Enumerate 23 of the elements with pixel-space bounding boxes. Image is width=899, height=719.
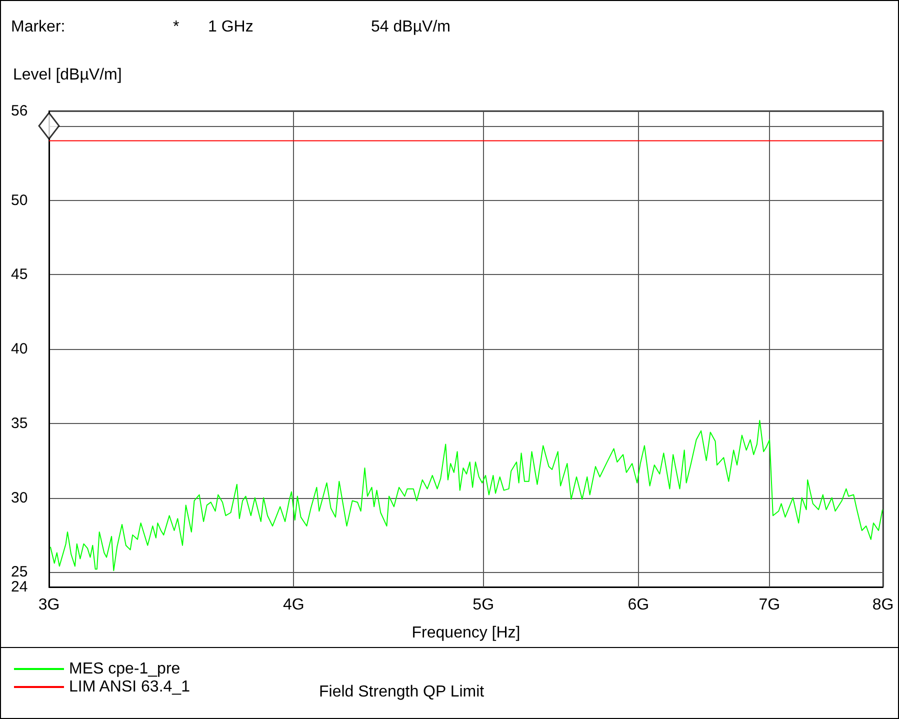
- legend-label: LIM ANSI 63.4_1: [69, 678, 190, 696]
- text: Marker:: [11, 18, 66, 36]
- x-axis-title: Frequency [Hz]: [412, 624, 520, 642]
- y-tick-label: 50: [11, 192, 28, 209]
- x-tick-label: 7G: [758, 596, 780, 614]
- y-tick-label: 40: [11, 340, 28, 358]
- y-tick-label: 25: [11, 564, 28, 581]
- legend-label: MES cpe-1_pre: [69, 660, 180, 678]
- y-axis-title: Level [dBµV/m]: [13, 66, 122, 84]
- text: 54 dBµV/m: [371, 18, 450, 36]
- y-tick-label: 30: [11, 489, 28, 506]
- x-tick-label: 4G: [282, 596, 304, 614]
- x-tick-label: 8G: [872, 596, 894, 614]
- y-tick-label: 35: [11, 414, 28, 432]
- x-tick-label: 3G: [38, 596, 60, 614]
- text: *: [173, 18, 180, 36]
- y-tick-label: 45: [11, 266, 28, 284]
- x-tick-label: 5G: [472, 596, 494, 614]
- text: Field Strength QP Limit: [319, 684, 485, 700]
- text: 1 GHz: [208, 18, 254, 36]
- x-tick-label: 6G: [628, 596, 650, 614]
- y-tick-label: 24: [11, 578, 28, 596]
- y-tick-label: 56: [11, 102, 28, 120]
